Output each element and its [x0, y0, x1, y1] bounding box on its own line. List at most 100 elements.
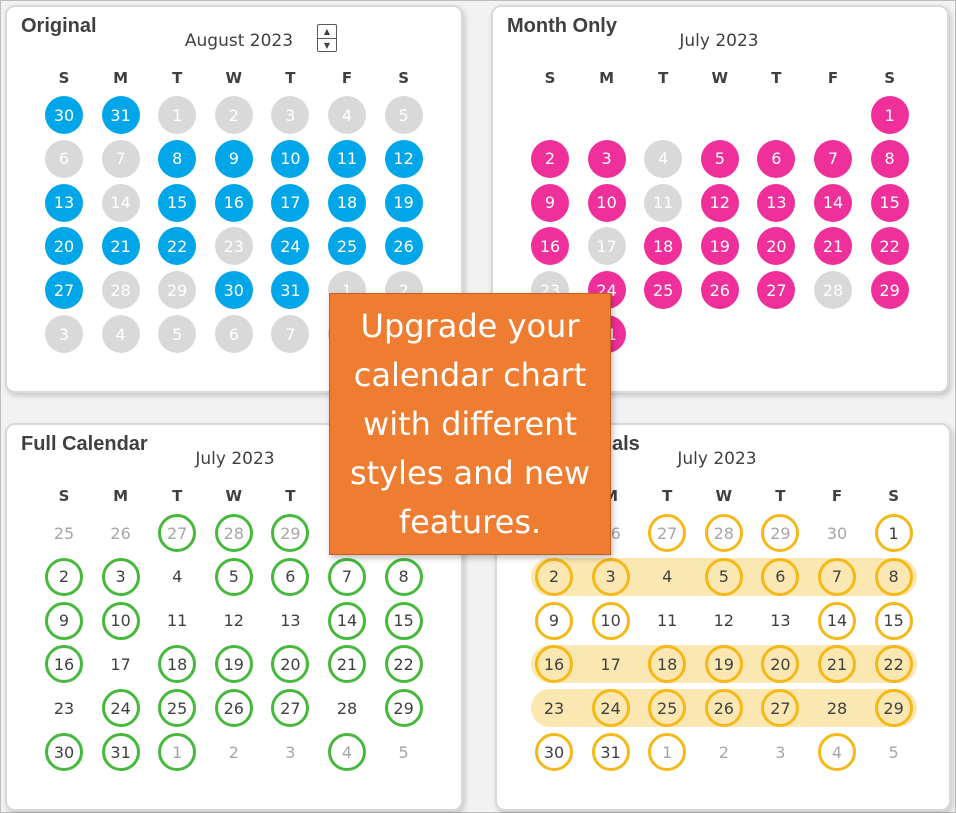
day-cell[interactable]: 21	[328, 645, 366, 684]
day-cell[interactable]: 27	[648, 514, 687, 552]
day-cell[interactable]: 7	[271, 315, 310, 353]
day-cell[interactable]: 10	[587, 183, 626, 222]
day-cell[interactable]: 10	[271, 139, 310, 178]
day-cell[interactable]: 14	[814, 183, 852, 222]
day-cell[interactable]: 21	[814, 227, 852, 266]
day-cell[interactable]: 6	[761, 557, 800, 596]
day-cell[interactable]: 20	[45, 227, 83, 266]
day-cell[interactable]: 29	[870, 271, 909, 310]
day-cell[interactable]: 18	[328, 183, 366, 222]
day-cell[interactable]: 29	[874, 689, 913, 728]
day-cell[interactable]: 12	[700, 183, 739, 222]
day-cell[interactable]: 26	[700, 271, 739, 310]
day-cell[interactable]: 2	[531, 139, 569, 178]
day-cell[interactable]: 17	[587, 227, 626, 266]
day-cell[interactable]: 24	[591, 689, 630, 728]
spin-down-icon[interactable]: ▼	[318, 38, 336, 51]
day-cell[interactable]: 28	[826, 698, 848, 718]
day-cell[interactable]: 4	[101, 315, 140, 353]
day-cell[interactable]: 3	[45, 315, 83, 353]
day-cell[interactable]: 4	[172, 567, 183, 587]
day-cell[interactable]: 7	[328, 557, 366, 596]
day-cell[interactable]: 16	[214, 183, 253, 222]
day-cell[interactable]: 31	[101, 96, 140, 134]
day-cell[interactable]: 1	[870, 96, 909, 134]
day-cell[interactable]: 18	[648, 645, 687, 684]
day-cell[interactable]: 25	[158, 689, 197, 728]
day-cell[interactable]: 5	[700, 139, 739, 178]
day-cell[interactable]: 28	[336, 698, 358, 718]
day-cell[interactable]: 6	[757, 139, 796, 178]
day-cell[interactable]: 26	[110, 523, 131, 543]
day-cell[interactable]: 23	[53, 698, 75, 718]
day-cell[interactable]: 16	[531, 227, 569, 266]
day-cell[interactable]: 25	[328, 227, 366, 266]
day-cell[interactable]: 9	[535, 601, 573, 640]
day-cell[interactable]: 27	[271, 689, 310, 728]
day-cell[interactable]: 6	[45, 139, 83, 178]
day-cell[interactable]: 27	[158, 514, 197, 552]
day-cell[interactable]: 5	[214, 557, 253, 596]
day-cell[interactable]: 6	[214, 315, 253, 353]
day-cell[interactable]: 7	[101, 139, 140, 178]
day-cell[interactable]: 28	[704, 514, 743, 552]
day-cell[interactable]: 5	[888, 742, 899, 762]
day-cell[interactable]: 17	[110, 654, 131, 674]
day-cell[interactable]: 8	[158, 139, 197, 178]
day-cell[interactable]: 19	[384, 183, 423, 222]
day-cell[interactable]: 1	[648, 733, 687, 771]
day-cell[interactable]: 25	[644, 271, 683, 310]
day-cell[interactable]: 1	[158, 733, 197, 771]
day-cell[interactable]: 1	[158, 96, 197, 134]
day-cell[interactable]: 30	[45, 96, 83, 134]
day-cell[interactable]: 20	[271, 645, 310, 684]
day-cell[interactable]: 23	[214, 227, 253, 266]
day-cell[interactable]: 4	[662, 567, 673, 587]
day-cell[interactable]: 8	[874, 557, 913, 596]
day-cell[interactable]: 11	[644, 183, 683, 222]
day-cell[interactable]: 29	[158, 271, 197, 310]
day-cell[interactable]: 24	[271, 227, 310, 266]
day-cell[interactable]: 18	[644, 227, 683, 266]
day-cell[interactable]: 31	[591, 733, 630, 771]
day-cell[interactable]: 4	[328, 733, 366, 771]
day-cell[interactable]: 27	[757, 271, 796, 310]
day-cell[interactable]: 9	[45, 601, 83, 640]
day-cell[interactable]: 3	[285, 742, 296, 762]
day-cell[interactable]: 5	[704, 557, 743, 596]
day-cell[interactable]: 31	[271, 271, 310, 310]
day-cell[interactable]: 15	[870, 183, 909, 222]
day-cell[interactable]: 30	[214, 271, 253, 310]
day-cell[interactable]: 16	[535, 645, 573, 684]
day-cell[interactable]: 13	[757, 183, 796, 222]
day-cell[interactable]: 30	[826, 523, 848, 543]
day-cell[interactable]: 15	[158, 183, 197, 222]
day-cell[interactable]: 4	[328, 96, 366, 134]
day-cell[interactable]: 13	[45, 183, 83, 222]
day-cell[interactable]: 11	[657, 611, 678, 631]
day-cell[interactable]: 30	[45, 733, 83, 771]
day-cell[interactable]: 22	[870, 227, 909, 266]
day-cell[interactable]: 21	[101, 227, 140, 266]
day-cell[interactable]: 29	[384, 689, 423, 728]
day-cell[interactable]: 14	[328, 601, 366, 640]
day-cell[interactable]: 21	[818, 645, 856, 684]
day-cell[interactable]: 3	[101, 557, 140, 596]
day-cell[interactable]: 31	[101, 733, 140, 771]
day-cell[interactable]: 13	[770, 611, 791, 631]
day-cell[interactable]: 24	[101, 689, 140, 728]
day-cell[interactable]: 8	[870, 139, 909, 178]
day-cell[interactable]: 23	[543, 698, 565, 718]
day-cell[interactable]: 30	[535, 733, 573, 771]
day-cell[interactable]: 5	[384, 96, 423, 134]
day-cell[interactable]: 19	[700, 227, 739, 266]
day-cell[interactable]: 7	[818, 557, 856, 596]
day-cell[interactable]: 2	[718, 742, 729, 762]
day-cell[interactable]: 13	[280, 611, 301, 631]
day-cell[interactable]: 5	[158, 315, 197, 353]
day-cell[interactable]: 22	[158, 227, 197, 266]
day-cell[interactable]: 3	[775, 742, 786, 762]
day-cell[interactable]: 15	[874, 601, 913, 640]
day-cell[interactable]: 3	[271, 96, 310, 134]
day-cell[interactable]: 2	[228, 742, 239, 762]
